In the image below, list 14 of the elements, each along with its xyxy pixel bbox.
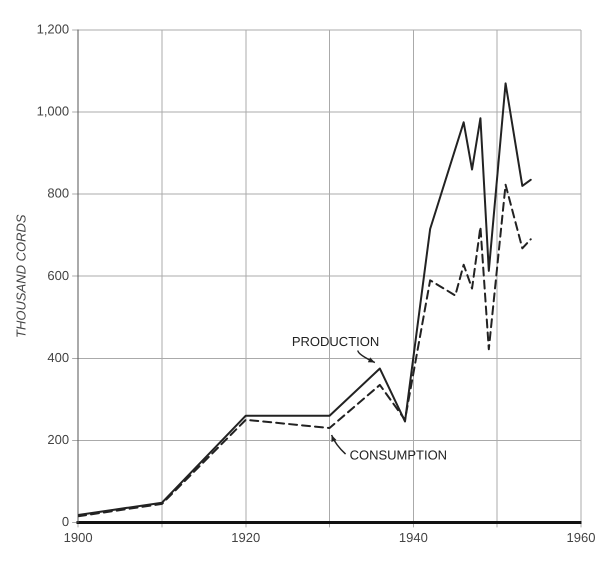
y-tick-label: 800 bbox=[47, 186, 70, 201]
y-tick-label: 600 bbox=[47, 268, 70, 283]
y-tick-label: 1,200 bbox=[36, 22, 70, 37]
x-tick-label: 1920 bbox=[231, 530, 260, 545]
x-tick-label: 1960 bbox=[566, 530, 596, 545]
text: CONSUMPTION bbox=[350, 448, 448, 463]
series-label: PRODUCTION bbox=[292, 334, 380, 350]
y-axis-title: THOUSAND CORDS bbox=[13, 214, 28, 338]
y-tick-label: 1,000 bbox=[36, 104, 70, 119]
y-tick-label: 200 bbox=[47, 432, 70, 447]
x-tick-label: 1900 bbox=[64, 530, 93, 545]
y-tick-label: 0 bbox=[62, 514, 70, 529]
x-tick-label: 1940 bbox=[398, 530, 428, 545]
y-tick-label: 400 bbox=[47, 350, 70, 365]
